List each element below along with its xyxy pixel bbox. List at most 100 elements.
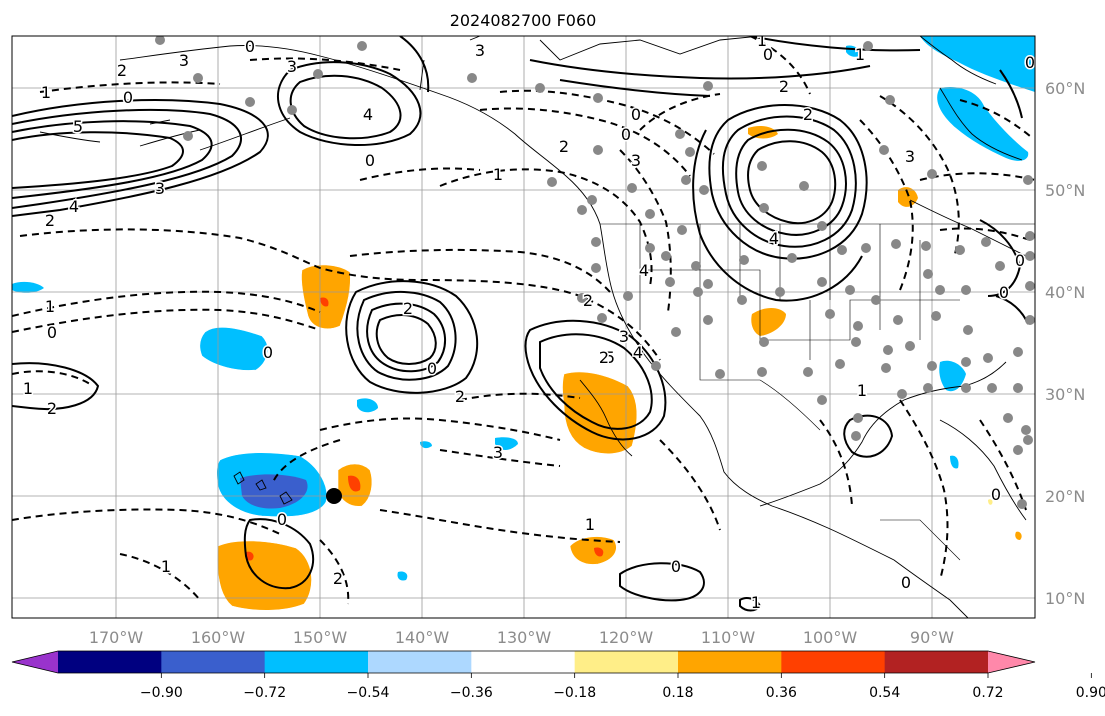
contour-label: 0 [427, 359, 437, 378]
contour-label: 0 [245, 37, 255, 56]
contour-label: 2 [403, 299, 413, 318]
station-dots [155, 36, 1035, 509]
contour-label: 1 [161, 557, 171, 576]
negative-contours [12, 36, 1035, 605]
contour-label: 5 [73, 117, 83, 136]
colorbar-tick-label: −0.36 [450, 685, 493, 701]
positive-contours [12, 36, 1029, 612]
longitude-axis: 170°W 160°W 150°W 140°W 130°W 120°W 110°… [89, 628, 954, 647]
gridlines [12, 36, 1035, 618]
contour-label: 2 [599, 348, 609, 367]
contour-label: 2 [45, 211, 55, 230]
contour-label: 0 [365, 151, 375, 170]
colorbar-extend-high [988, 651, 1035, 673]
contour-label: 1 [855, 45, 865, 64]
colorbar-tick-label: 0.36 [766, 685, 797, 701]
lat-label: 60°N [1045, 79, 1085, 98]
contour-label: 2 [333, 569, 343, 588]
contour-label: 5 [605, 348, 615, 367]
contour-label: 3 [631, 151, 641, 170]
contour-label: 2 [47, 399, 57, 418]
negative-shading [12, 36, 1035, 581]
contour-label: 4 [69, 197, 79, 216]
colorbar-tick-label: 0.90 [1076, 685, 1105, 701]
contour-label: 0 [47, 323, 57, 342]
colorbar-segment [161, 651, 266, 673]
contour-label: 3 [619, 327, 629, 346]
contour-label: 0 [901, 573, 911, 592]
lon-label: 100°W [803, 628, 858, 647]
contour-label: 3 [493, 443, 503, 462]
contour-label: 1 [751, 593, 761, 612]
colorbar-segment [368, 651, 472, 673]
contour-label: 0 [621, 125, 631, 144]
colorbar-segment [471, 651, 576, 673]
contour-label: 3 [475, 41, 485, 60]
contour-label: 2 [779, 77, 789, 96]
colorbar-tick-label: −0.18 [553, 685, 596, 701]
colorbar-tick-label: −0.72 [243, 685, 286, 701]
contour-label: 3 [287, 57, 297, 76]
positive-shading [217, 126, 1022, 611]
contour-label: 4 [363, 105, 373, 124]
contour-label: 0 [263, 343, 273, 362]
colorbar-tick-label: 0.18 [662, 685, 693, 701]
contour-label: 3 [905, 147, 915, 166]
lon-label: 170°W [89, 628, 144, 647]
colorbar-tick-label: 0.72 [972, 685, 1003, 701]
location-marker [326, 488, 342, 504]
contour-label: 2 [583, 291, 593, 310]
contour-label: 4 [769, 229, 779, 248]
contour-label: 4 [639, 261, 649, 280]
colorbar-tick-label: 0.54 [869, 685, 900, 701]
lat-label: 50°N [1045, 181, 1085, 200]
contour-label: 0 [999, 283, 1009, 302]
contour-label: 0 [991, 485, 1001, 504]
contour-label: 0 [763, 45, 773, 64]
lon-label: 90°W [910, 628, 954, 647]
map-frame [11, 35, 1036, 619]
contour-label: 0 [277, 510, 287, 529]
latitude-axis: 60°N 50°N 40°N 30°N 20°N 10°N [1045, 79, 1085, 608]
colorbar: −0.90 −0.72 −0.54 −0.36 −0.18 0.18 0.36 0.54 0.7… [11, 650, 1105, 701]
colorbar-extend-low [12, 651, 58, 673]
lon-label: 130°W [497, 628, 552, 647]
contour-label: 2 [117, 61, 127, 80]
lon-label: 150°W [293, 628, 348, 647]
colorbar-segment [264, 651, 369, 673]
lat-label: 20°N [1045, 487, 1085, 506]
contour-label: 1 [857, 381, 867, 400]
contour-label: 0 [671, 557, 681, 576]
contour-label: 1 [757, 31, 767, 50]
lon-label: 120°W [599, 628, 654, 647]
colorbar-segment [884, 651, 989, 673]
lat-label: 10°N [1045, 589, 1085, 608]
colorbar-outline [11, 650, 1036, 674]
lat-label: 30°N [1045, 385, 1085, 404]
contour-label: 0 [631, 105, 641, 124]
contour-label: 0 [1015, 251, 1025, 270]
colorbar-segment [574, 651, 679, 673]
contour-label: 1 [493, 165, 503, 184]
map-title: 2024082700 F060 [450, 11, 597, 30]
contour-label: 1 [23, 379, 33, 398]
colorbar-tick-label: −0.90 [140, 685, 183, 701]
colorbar-segment [58, 651, 162, 673]
contour-label: 1 [585, 515, 595, 534]
contour-label: 3 [179, 51, 189, 70]
contour-label: 4 [633, 343, 643, 362]
contour-label: 3 [155, 179, 165, 198]
lon-label: 110°W [701, 628, 756, 647]
colorbar-segment [781, 651, 886, 673]
contour-label: 0 [1025, 53, 1035, 72]
map-background [12, 36, 1035, 618]
contour-label: 1 [41, 83, 51, 102]
lon-label: 160°W [191, 628, 246, 647]
colorbar-segment [678, 651, 782, 673]
contour-label: 1 [45, 297, 55, 316]
contour-label: 2 [559, 137, 569, 156]
colorbar-tick-label: −0.54 [347, 685, 390, 701]
contour-label: 2 [455, 387, 465, 406]
